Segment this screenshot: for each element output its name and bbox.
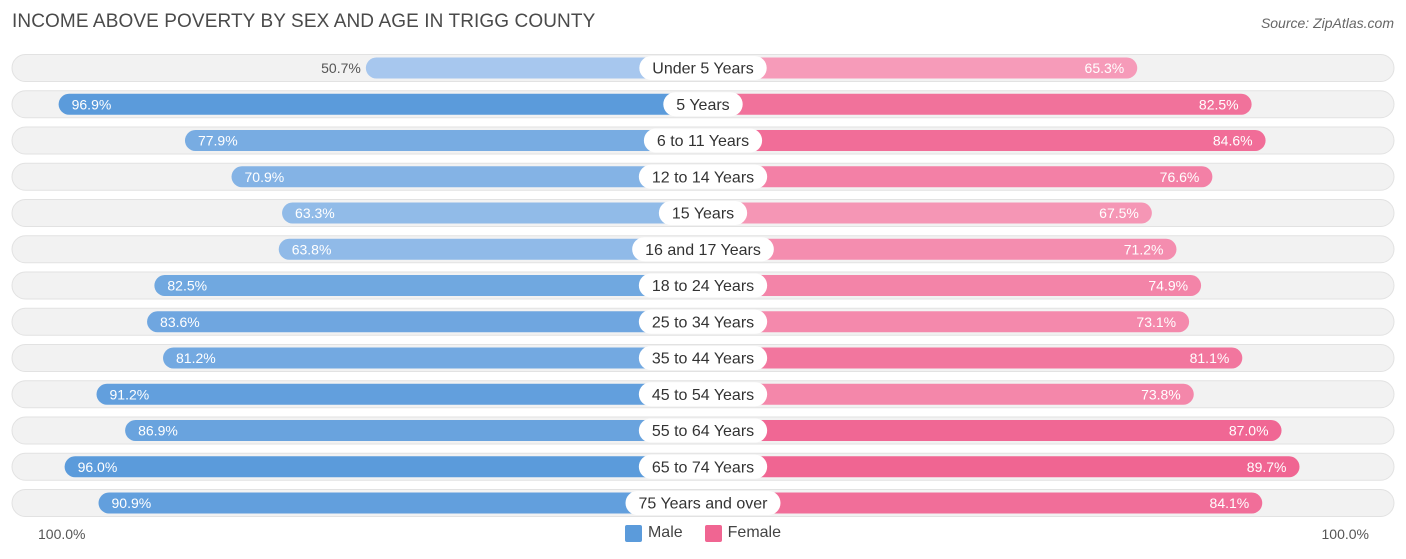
- category-pill: [638, 164, 768, 189]
- value-label-female: 71.2%: [1124, 241, 1164, 257]
- category-label: 16 and 17 Years: [645, 242, 761, 259]
- value-label-female: 74.9%: [1148, 278, 1188, 294]
- legend-swatch-male: [624, 524, 642, 542]
- value-label-female: 73.8%: [1141, 386, 1181, 402]
- category-label: 45 to 54 Years: [652, 387, 754, 404]
- bar-male: [147, 311, 703, 333]
- value-label-female: 84.6%: [1213, 133, 1253, 149]
- legend: Male Female: [0, 524, 1406, 542]
- value-label-female: 65.3%: [1085, 60, 1125, 76]
- bar-female: [703, 420, 1282, 441]
- value-label-female: 73.1%: [1136, 314, 1176, 330]
- bar-male: [365, 57, 703, 79]
- bar-female: [703, 57, 1138, 79]
- value-label-male: 83.6%: [160, 314, 200, 330]
- axis-right-label: 100.0%: [1321, 526, 1369, 542]
- value-label-female: 84.1%: [1210, 495, 1250, 511]
- bar-female: [703, 347, 1243, 369]
- bar-male: [163, 347, 703, 369]
- value-label-female: 76.6%: [1160, 169, 1200, 185]
- category-pill: [638, 273, 768, 298]
- category-pill: [638, 309, 768, 334]
- value-label-female: 87.0%: [1229, 423, 1269, 439]
- bar-male: [231, 166, 703, 188]
- bar-male: [64, 456, 704, 478]
- bar-female: [703, 311, 1190, 333]
- legend-label-male: Male: [647, 524, 683, 541]
- category-pill: [638, 418, 768, 443]
- bar-female: [703, 202, 1152, 224]
- value-label-male: 91.2%: [110, 386, 150, 402]
- category-label: 55 to 64 Years: [652, 423, 754, 440]
- category-label: 75 Years and over: [639, 496, 769, 513]
- value-label-male: 50.7%: [321, 60, 361, 76]
- value-label-male: 81.2%: [176, 350, 216, 366]
- axis-left-label: 100.0%: [38, 526, 86, 542]
- value-label-male: 96.0%: [78, 459, 118, 475]
- bar-male: [282, 202, 703, 224]
- bar-female: [703, 166, 1213, 188]
- bar-female: [703, 383, 1194, 405]
- bar-female: [703, 93, 1252, 115]
- category-label: 15 Years: [672, 206, 734, 223]
- category-label: 6 to 11 Years: [657, 133, 749, 150]
- bar-female: [703, 275, 1202, 296]
- bar-male: [125, 420, 704, 441]
- value-label-female: 67.5%: [1099, 205, 1139, 221]
- value-label-male: 86.9%: [138, 423, 178, 439]
- value-label-female: 82.5%: [1199, 96, 1239, 112]
- value-label-male: 96.9%: [72, 96, 112, 112]
- legend-item-male: Male: [624, 524, 683, 542]
- category-pill: [658, 201, 748, 225]
- bar-female: [703, 492, 1263, 514]
- legend-swatch-female: [704, 524, 722, 542]
- bar-female: [703, 238, 1177, 260]
- category-pill: [638, 346, 768, 370]
- legend-item-female: Female: [704, 524, 782, 542]
- bar-female: [703, 130, 1266, 151]
- legend-label-female: Female: [727, 524, 782, 541]
- value-label-female: 81.1%: [1190, 350, 1230, 366]
- category-label: 5 Years: [676, 97, 729, 114]
- value-label-male: 63.8%: [292, 241, 332, 257]
- bar-male: [58, 93, 704, 115]
- category-label: 25 to 34 Years: [652, 314, 754, 331]
- category-pill: [638, 382, 768, 407]
- category-label: 12 to 14 Years: [652, 169, 754, 186]
- chart-title: INCOME ABOVE POVERTY BY SEX AND AGE IN T…: [12, 11, 596, 32]
- value-label-male: 63.3%: [295, 205, 335, 221]
- category-pill: [625, 491, 781, 515]
- category-label: 65 to 74 Years: [652, 459, 754, 476]
- category-pill: [639, 56, 767, 80]
- bar-female: [703, 456, 1300, 478]
- bar-male: [154, 275, 703, 296]
- value-label-female: 89.7%: [1247, 459, 1287, 475]
- value-label-male: 90.9%: [112, 495, 152, 511]
- bar-male: [96, 383, 703, 405]
- bar-male: [278, 238, 703, 260]
- bar-male: [184, 130, 704, 151]
- category-label: 18 to 24 Years: [652, 278, 754, 295]
- category-label: Under 5 Years: [652, 61, 753, 78]
- category-pill: [632, 237, 774, 262]
- source-label: Source: ZipAtlas.com: [1260, 15, 1394, 31]
- category-pill: [663, 92, 743, 117]
- category-label: 35 to 44 Years: [652, 351, 754, 368]
- value-label-male: 82.5%: [167, 278, 207, 294]
- value-label-male: 77.9%: [198, 133, 238, 149]
- category-pill: [638, 454, 768, 479]
- bar-male: [98, 492, 703, 514]
- category-pill: [643, 128, 763, 153]
- value-label-male: 70.9%: [245, 169, 285, 185]
